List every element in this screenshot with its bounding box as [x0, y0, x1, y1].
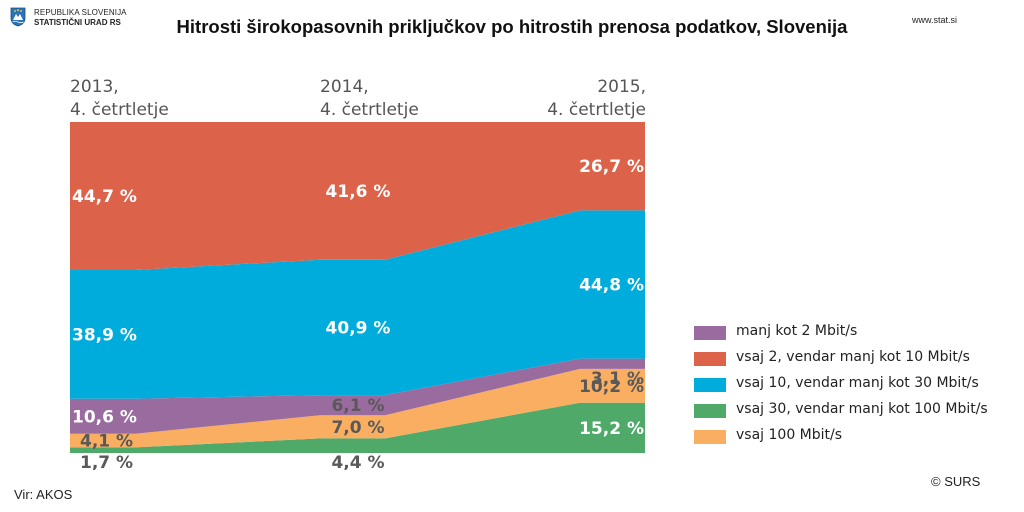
column-header-1-year: 2013,	[70, 77, 119, 97]
site-url: www.stat.si	[912, 15, 958, 25]
column-header-2-quarter: 4. četrtletje	[320, 100, 419, 120]
logo-line-1: REPUBLIKA SLOVENIJA	[34, 8, 127, 17]
column-header-3-quarter: 4. četrtletje	[547, 100, 646, 120]
data-label-red-1: 44,7 %	[72, 187, 137, 207]
area-band-red	[70, 122, 645, 270]
column-header-3-year: 2015,	[597, 77, 646, 97]
legend-label-green: vsaj 30, vendar manj kot 100 Mbit/s	[736, 401, 988, 417]
column-header-2-year: 2014,	[320, 77, 369, 97]
area-band-orange	[70, 368, 645, 448]
legend-swatch-blue	[694, 378, 726, 392]
column-header-1-quarter: 4. četrtletje	[70, 100, 169, 120]
stacked-area-chart: 2013, 4. četrtletje 2014, 4. četrtletje 2015…	[70, 77, 646, 470]
legend-label-blue: vsaj 10, vendar manj kot 30 Mbit/s	[736, 375, 979, 391]
source-note: Vir: AKOS	[14, 487, 73, 502]
legend-label-red: vsaj 2, vendar manj kot 10 Mbit/s	[736, 349, 970, 365]
data-label-orange-1: 4,1 %	[80, 432, 133, 452]
data-label-green-3: 15,2 %	[579, 419, 644, 439]
coat-of-arms-icon	[10, 7, 26, 27]
data-label-green-1: 1,7 %	[80, 453, 133, 470]
logo-line-2: STATISTIČNI URAD RS	[34, 18, 121, 27]
data-label-purple-3: 3,1 %	[591, 369, 644, 389]
copyright: © SURS	[931, 474, 981, 489]
legend-swatch-red	[694, 352, 726, 366]
data-label-orange-2: 7,0 %	[331, 418, 384, 438]
legend-swatch-orange	[694, 430, 726, 444]
data-label-red-3: 26,7 %	[579, 157, 644, 177]
data-label-blue-1: 38,9 %	[72, 325, 137, 345]
data-label-purple-1: 10,6 %	[72, 407, 137, 427]
data-label-blue-2: 40,9 %	[326, 318, 391, 338]
area-band-green	[70, 402, 645, 453]
data-label-red-2: 41,6 %	[326, 182, 391, 202]
chart-title: Hitrosti širokopasovnih priključkov po h…	[176, 16, 848, 37]
legend-swatch-green	[694, 404, 726, 418]
area-band-purple	[70, 358, 645, 434]
data-label-blue-3: 44,8 %	[579, 276, 644, 296]
data-label-green-2: 4,4 %	[331, 453, 384, 470]
legend-swatch-purple	[694, 326, 726, 340]
legend-label-purple: manj kot 2 Mbit/s	[736, 323, 858, 339]
surs-logo: REPUBLIKA SLOVENIJA STATISTIČNI URAD RS	[10, 6, 150, 32]
area-band-blue	[70, 210, 645, 399]
legend-label-orange: vsaj 100 Mbit/s	[736, 427, 843, 443]
data-label-orange-3: 10,2 %	[579, 377, 644, 397]
data-label-purple-2: 6,1 %	[331, 396, 384, 416]
